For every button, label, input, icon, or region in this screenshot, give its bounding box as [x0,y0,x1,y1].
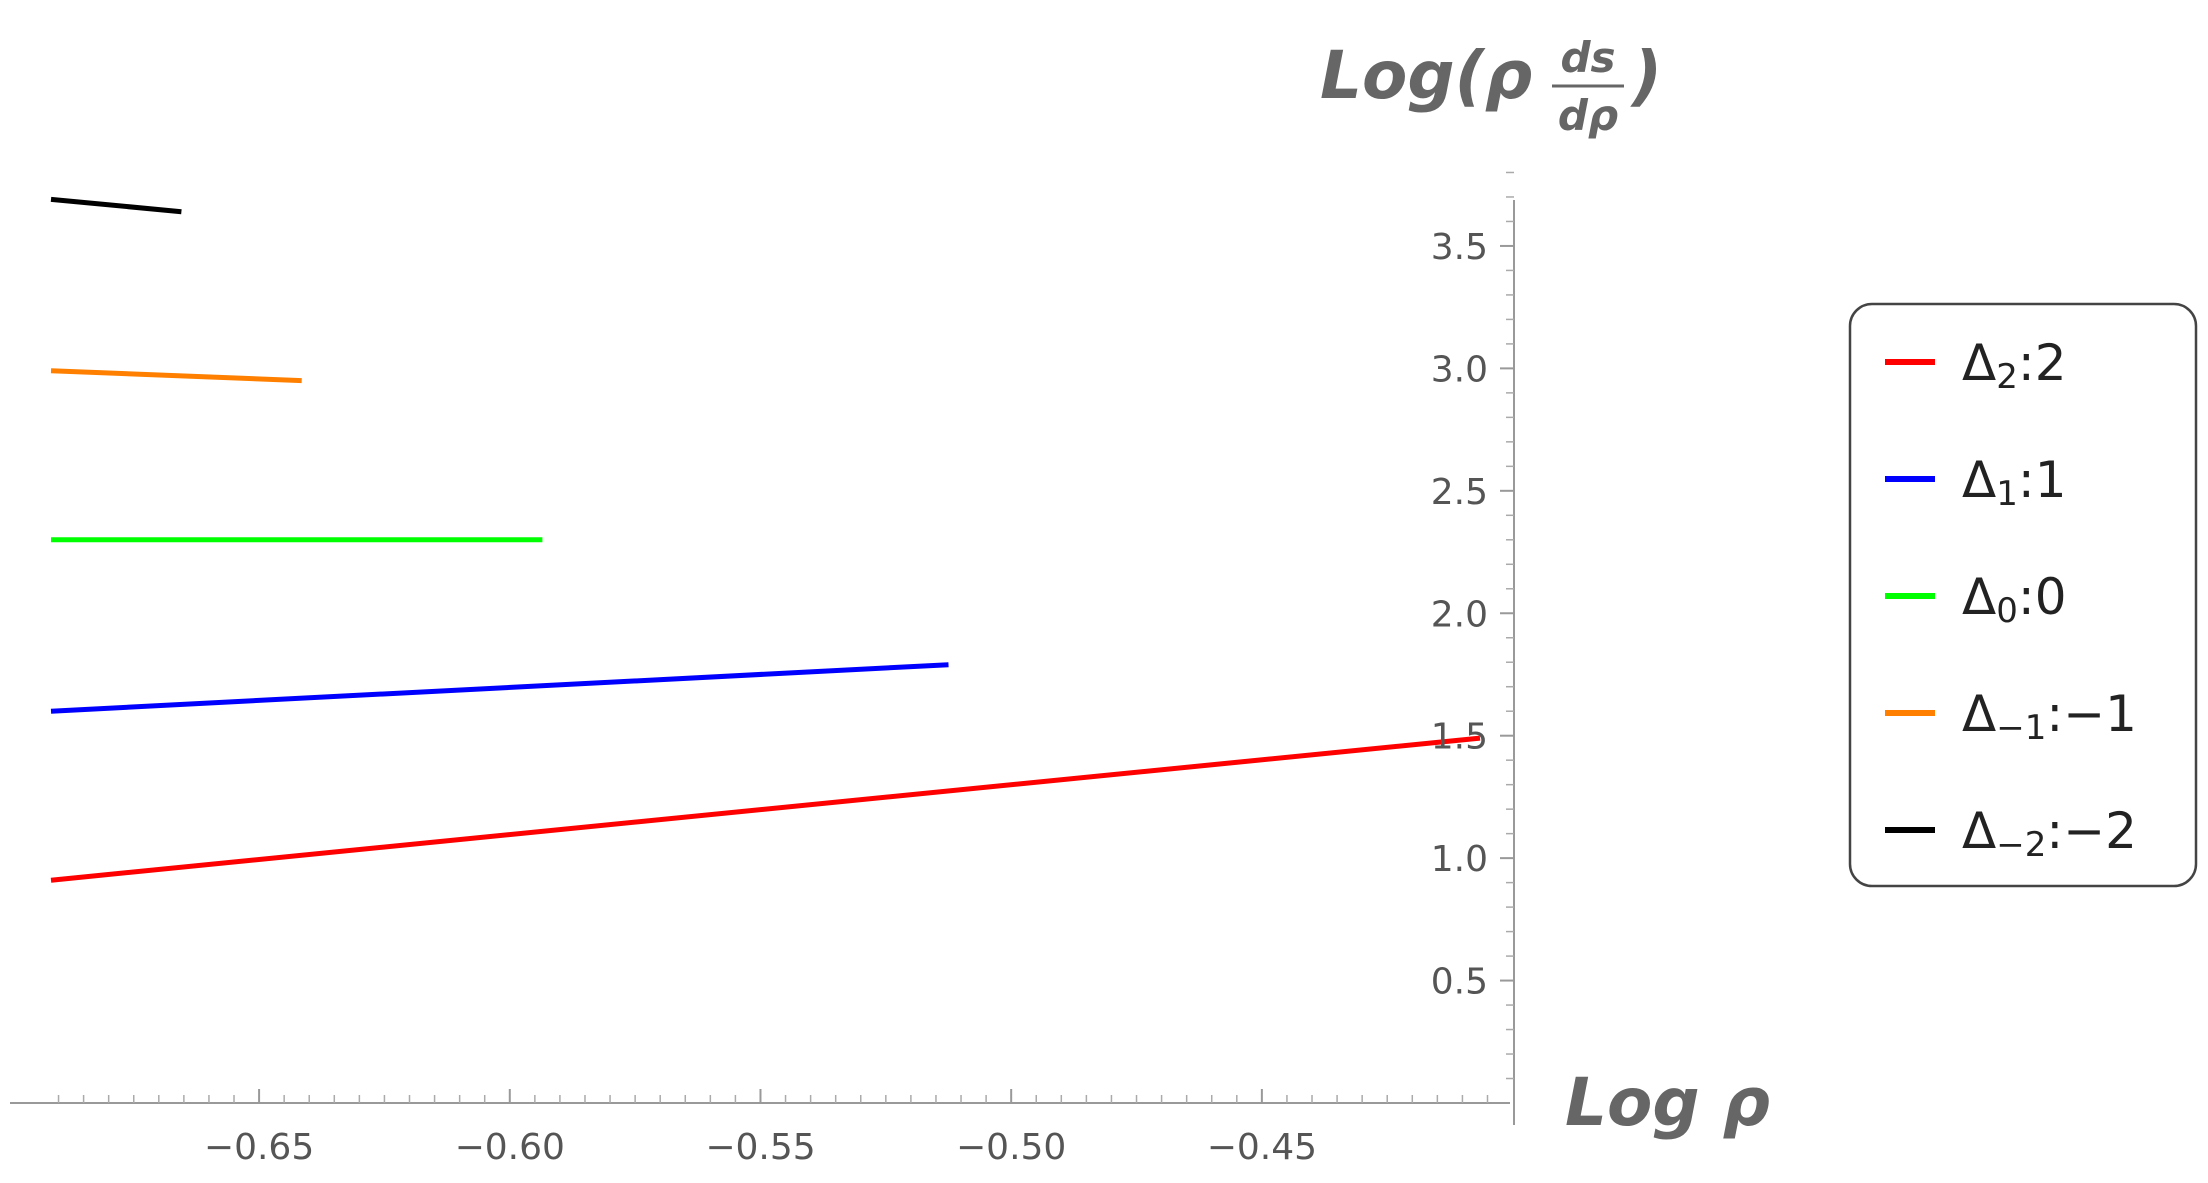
x-tick-label: −0.60 [455,1127,565,1168]
y-axis-title-prefix: Log( [1320,37,1486,114]
series-line-4 [50,196,182,215]
svg-text:Log(ρ: Log(ρ [1320,37,1532,114]
series-line-3 [50,368,302,384]
legend-items: Δ2:2 Δ1:1 Δ0:0 Δ−1:−1 Δ−2:−2 [1885,334,2137,865]
x-tick-label: −0.55 [705,1127,815,1168]
legend-label-0: Δ2:2 [1962,334,2067,397]
x-tick-label: −0.65 [204,1127,314,1168]
legend-label-4: Δ−2:−2 [1962,802,2137,865]
y-tick-label: 3.5 [1431,227,1488,268]
axes-layer [10,200,1515,1125]
y-axis-title-frac-num: ds [1560,33,1615,82]
y-axis-title-var: ρ [1485,37,1532,114]
legend-box [1848,302,2198,888]
y-tick-label: 3.0 [1431,349,1488,390]
y-tick-label: 0.5 [1431,962,1488,1003]
series-layer [50,196,1481,883]
x-axis-title: Log ρ [1565,1064,1770,1141]
legend-label-2: Δ0:0 [1962,568,2067,631]
series-line-0 [50,735,1481,883]
y-axis-title-suffix: ) [1630,37,1662,114]
y-tick-label: 2.0 [1431,594,1488,635]
y-tick-label: 2.5 [1431,472,1488,513]
y-axis-title-frac-den: dρ [1558,91,1618,140]
y-tick-label: 1.5 [1431,717,1488,758]
ticks-layer: −0.65 −0.60 −0.55 −0.50 −0.45 0.5 1.0 1.5 2.0 2.5… [57,171,1514,1168]
legend-label-3: Δ−1:−1 [1962,685,2137,748]
y-axis-title: Log(ρ ds dρ ) [1320,33,1662,140]
y-tick-label: 1.0 [1431,839,1488,880]
legend-label-1: Δ1:1 [1962,451,2067,514]
x-tick-label: −0.45 [1207,1127,1317,1168]
legend: Δ2:2 Δ1:1 Δ0:0 Δ−1:−1 Δ−2:−2 [1848,302,2198,888]
series-line-1 [50,662,949,714]
x-tick-label: −0.50 [956,1127,1066,1168]
x-axis-title-prefix: Log [1565,1064,1723,1141]
x-axis-title-var: ρ [1723,1064,1770,1141]
